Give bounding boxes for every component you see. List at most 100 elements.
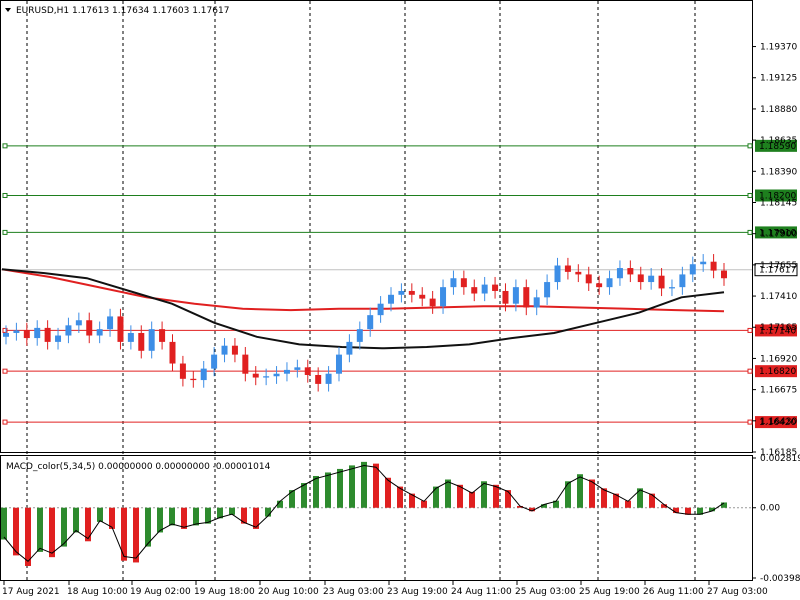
macd-bar — [277, 500, 283, 508]
level-anchor — [2, 368, 8, 374]
candle-body — [231, 345, 238, 355]
candle-body — [211, 354, 218, 369]
macd-bar — [49, 507, 55, 558]
macd-bar — [349, 465, 355, 508]
price-tick-label: 1.17655 — [760, 261, 797, 271]
candle-body — [221, 345, 228, 355]
price-axis: 1.19370 1.19125 1.18880 1.18635 1.18390 1.181… — [752, 43, 797, 458]
macd-bar — [97, 507, 103, 522]
candle-body — [169, 341, 176, 364]
macd-bar — [709, 507, 715, 512]
candle-body — [460, 278, 467, 288]
price-tick-label: 1.17900 — [760, 230, 797, 240]
price-tick-label: 1.16920 — [760, 354, 797, 364]
candle-body — [75, 320, 82, 326]
candle-body — [65, 325, 72, 336]
macd-histogram — [1, 461, 752, 566]
collapse-arrow-icon[interactable] — [5, 8, 11, 12]
candle-body — [388, 294, 395, 304]
level-anchor — [2, 327, 8, 333]
macd-bar — [13, 507, 19, 556]
macd-bar — [469, 491, 475, 508]
candle-body — [138, 332, 145, 351]
macd-bar — [337, 468, 343, 508]
macd-bar — [577, 474, 583, 508]
candlesticks — [3, 254, 727, 392]
macd-signal-line — [3, 464, 725, 562]
macd-bar — [421, 500, 427, 508]
time-label: 18 Aug 10:00 — [67, 587, 128, 597]
level-anchor — [747, 368, 753, 374]
price-tick-label: 1.16185 — [760, 448, 797, 458]
macd-bar — [265, 507, 271, 517]
candle-body — [294, 367, 301, 370]
level-anchor — [2, 419, 8, 425]
candle-body — [700, 261, 707, 265]
candle-body — [564, 265, 571, 272]
candle-body — [346, 341, 353, 355]
level-anchor — [2, 229, 8, 235]
macd-bar — [37, 507, 43, 552]
candle-body — [450, 278, 457, 288]
candle-body — [658, 275, 665, 289]
level-price-label: 1.18590 — [759, 142, 796, 152]
candle-body — [96, 329, 103, 336]
candle-body — [190, 378, 197, 381]
candle-body — [502, 290, 509, 304]
candle-body — [481, 284, 488, 294]
time-label: 27 Aug 03:00 — [707, 587, 768, 597]
macd-bar — [361, 461, 367, 508]
candle-body — [242, 354, 249, 374]
macd-bar — [457, 484, 463, 508]
macd-bar — [241, 507, 247, 524]
candle-body — [408, 290, 415, 295]
candle-body — [377, 303, 384, 316]
candle-body — [148, 329, 155, 351]
moving-averages — [1, 268, 725, 350]
macd-bar — [301, 483, 307, 508]
macd-bar — [637, 488, 643, 508]
candle-body — [492, 284, 499, 291]
symbol-info: EURUSD,H1 1.17613 1.17634 1.17603 1.1761… — [16, 6, 229, 16]
macd-bar — [397, 486, 403, 508]
candle-body — [273, 373, 280, 377]
level-price-badge — [755, 226, 797, 239]
macd-bar — [109, 507, 115, 529]
candle-body — [283, 369, 290, 374]
candle-body — [596, 283, 603, 288]
macd-bar — [565, 481, 571, 508]
candle-body — [3, 332, 9, 337]
candle-body — [398, 290, 405, 295]
price-tick-label: 1.16430 — [760, 417, 797, 427]
price-tick-label: 1.18145 — [760, 198, 797, 208]
candle-body — [554, 265, 561, 283]
level-anchor — [2, 143, 8, 149]
macd-bar — [1, 507, 7, 540]
candle-body — [689, 264, 696, 275]
candle-body — [440, 287, 447, 307]
candle-body — [512, 287, 519, 304]
candle-body — [335, 354, 342, 374]
macd-bar — [613, 493, 619, 508]
candle-body — [304, 367, 311, 375]
candle-body — [616, 268, 623, 279]
macd-bar — [25, 507, 31, 566]
level-anchor — [747, 143, 753, 149]
level-price-label: 1.16820 — [759, 367, 796, 377]
candle-body — [117, 316, 124, 342]
price-tick-label: 1.17165 — [760, 323, 797, 333]
macd-bar — [61, 507, 67, 547]
candle-body — [127, 332, 134, 342]
price-tick-label: 1.19370 — [760, 43, 797, 53]
time-label: 20 Aug 10:00 — [258, 587, 319, 597]
price-tick-label: 1.17410 — [760, 292, 797, 302]
macd-bar — [601, 488, 607, 508]
candle-body — [710, 261, 717, 271]
macd-bar — [685, 507, 691, 515]
candle-body — [200, 368, 207, 381]
price-tick-label: 1.18880 — [760, 105, 797, 115]
macd-bar — [85, 507, 91, 542]
level-price-badge — [755, 365, 797, 378]
macd-bar — [505, 490, 511, 508]
